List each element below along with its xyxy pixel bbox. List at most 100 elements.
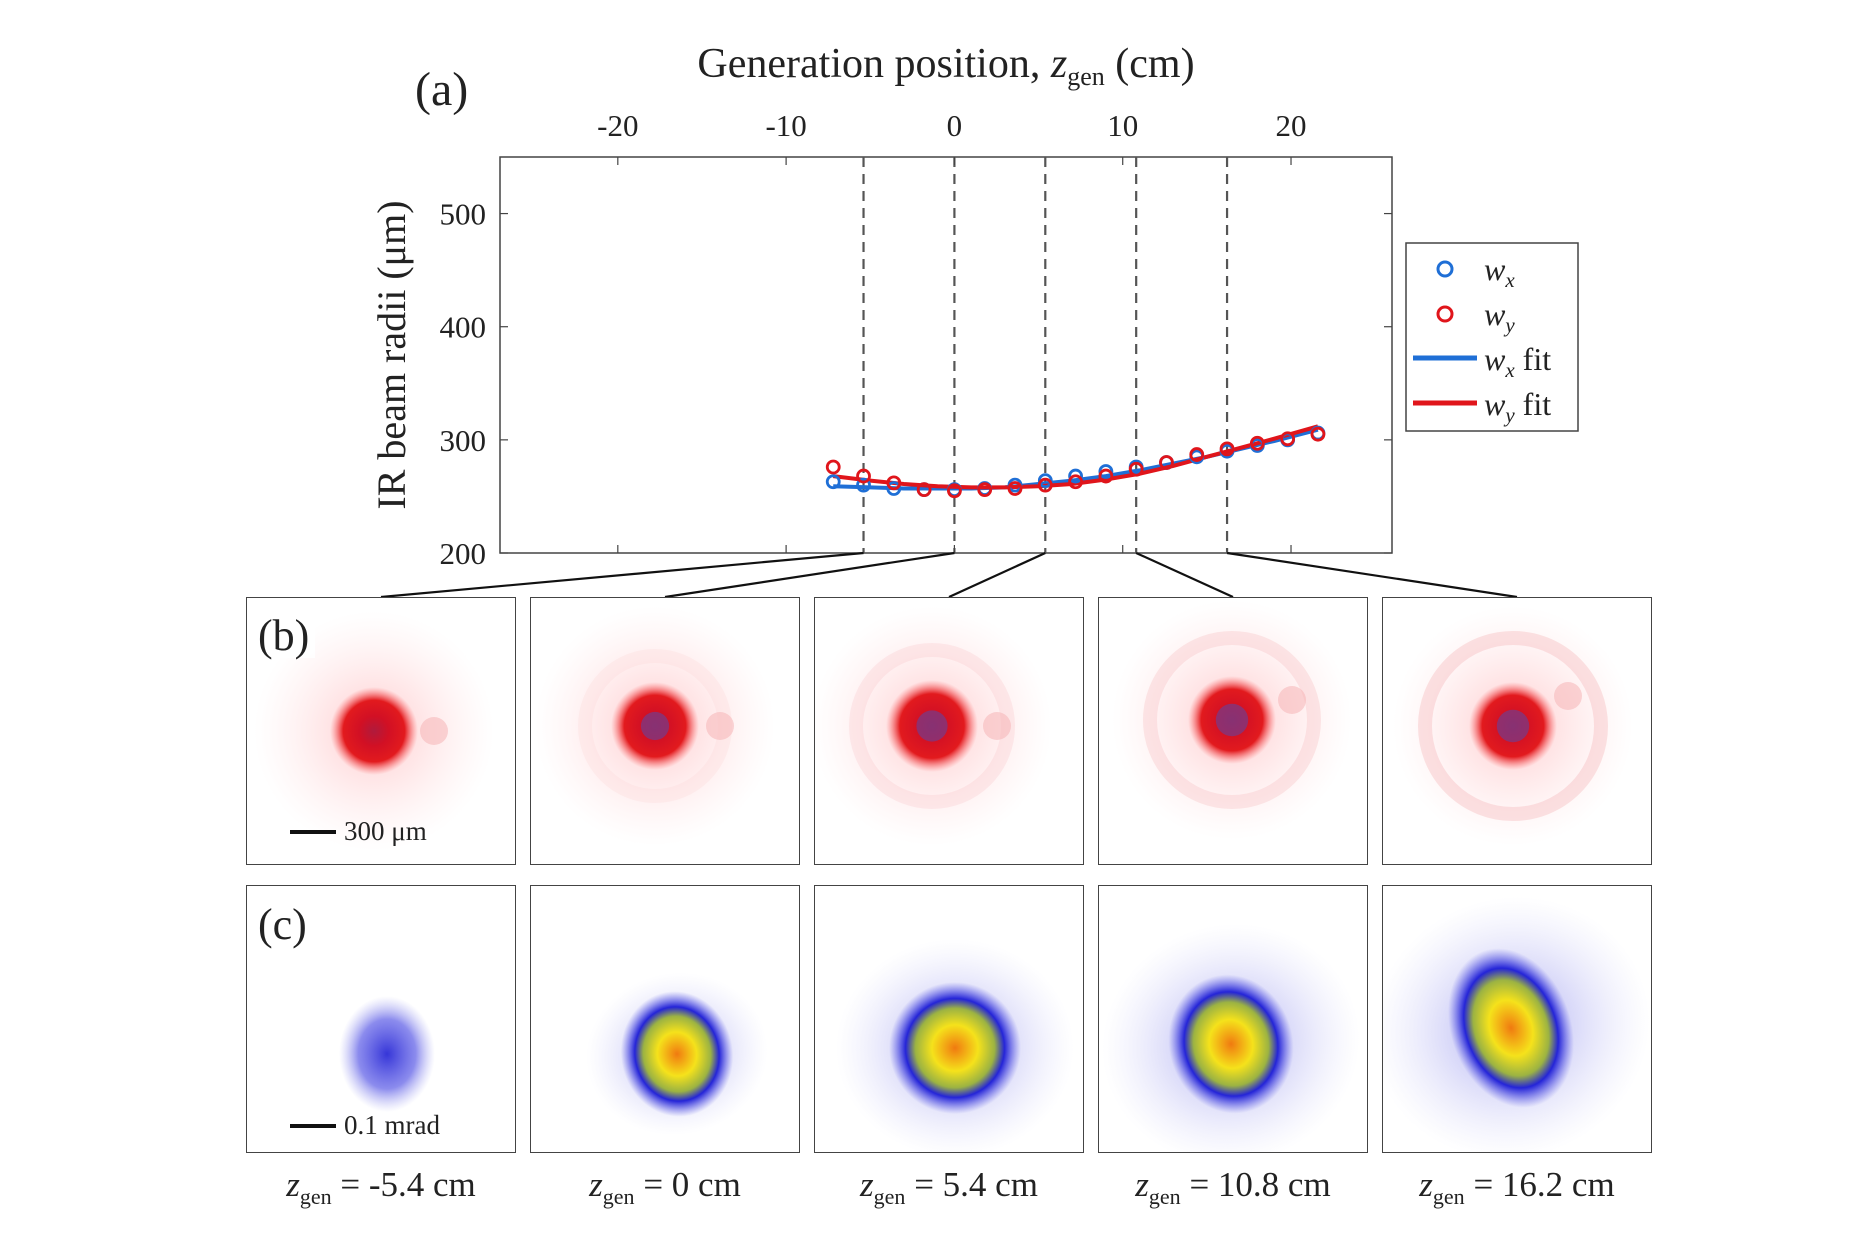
ir-beam-image (1112, 600, 1352, 840)
legend-marker-w_y (1436, 305, 1454, 323)
w_y-point (1159, 455, 1174, 470)
xuv-panel-5 (1382, 885, 1652, 1153)
legend-box (1405, 242, 1579, 432)
z-label-1-sub: gen (299, 1184, 332, 1209)
x-tick-label: 0 (947, 108, 963, 143)
w_y-point (1219, 441, 1235, 457)
w_y-point (1280, 431, 1296, 447)
legend-marker-w_x (1436, 260, 1454, 278)
scalebar-c-bar (290, 1123, 336, 1128)
ir-panel-1 (246, 597, 516, 865)
legend-label: wy (1484, 296, 1515, 337)
y-axis-title: IR beam radii (μm) (369, 200, 414, 509)
w_y-point (825, 459, 841, 475)
z-label-4-var: z (1135, 1165, 1149, 1204)
plot-area (499, 156, 1393, 554)
z-label-3-var: z (860, 1165, 874, 1204)
ir-beam-core (916, 710, 948, 742)
y-tick-label: 500 (440, 197, 487, 232)
top-axis-title-var: z (1050, 41, 1067, 87)
top-axis-title-sub: gen (1067, 62, 1105, 91)
xuv-beam-image (1102, 923, 1360, 1152)
w_y-point (916, 482, 932, 498)
z-label-2: zgen = 0 cm (530, 1165, 800, 1210)
y-tick-label: 300 (440, 423, 487, 458)
xuv-beam-spot (1448, 948, 1574, 1108)
z-label-4-text: = 10.8 cm (1180, 1165, 1331, 1204)
legend-label: wx (1484, 251, 1515, 292)
xuv-beam-spot (889, 982, 1021, 1114)
xuv-beam-image (1383, 896, 1650, 1152)
w_y-fit-line (832, 424, 1319, 490)
w_x-point (1068, 468, 1083, 484)
ir-beam-image (535, 606, 775, 846)
ir-side-lobe (706, 712, 734, 740)
w_y-point (1098, 468, 1114, 484)
legend-label: wx fit (1484, 341, 1551, 382)
xuv-beam-spot (620, 991, 734, 1117)
scalebar-b-text: 300 μm (344, 816, 427, 846)
panel-a-label: (a) (415, 63, 468, 116)
ir-panel-3 (814, 597, 1084, 865)
x-tick-label: 20 (1276, 108, 1307, 143)
ir-panel-2 (530, 597, 800, 865)
w_x-point (856, 477, 871, 493)
z-label-3: zgen = 5.4 cm (814, 1165, 1084, 1210)
z-label-1-var: z (286, 1165, 300, 1204)
x-tick-label: 10 (1107, 108, 1138, 143)
scalebar-c-text: 0.1 mrad (344, 1110, 440, 1140)
scalebar-b: 300 μm (290, 816, 427, 847)
top-axis-title: Generation position, zgen (cm) (697, 41, 1194, 91)
ir-panel-4 (1098, 597, 1368, 865)
z-label-5-text: = 16.2 cm (1464, 1165, 1615, 1204)
ir-beam-image (254, 611, 494, 851)
z-label-5-sub: gen (1432, 1184, 1465, 1209)
z-label-1-text: = -5.4 cm (331, 1165, 476, 1204)
w_x-fit-line (833, 427, 1319, 491)
scalebar-b-bar (290, 829, 336, 834)
connector-line (1135, 551, 1234, 599)
xuv-panel-3 (814, 885, 1084, 1153)
connector-line (664, 551, 955, 599)
z-label-2-sub: gen (602, 1184, 635, 1209)
ir-side-lobe (1554, 682, 1582, 710)
w_x-point (825, 474, 841, 490)
z-label-5-var: z (1419, 1165, 1433, 1204)
z-label-3-sub: gen (873, 1184, 906, 1209)
top-axis-title-unit: (cm) (1105, 41, 1195, 87)
w_x-point (1037, 473, 1053, 488)
w_y-point (1249, 435, 1265, 451)
w_y-point (1128, 461, 1144, 477)
xuv-beam-spot (339, 996, 435, 1112)
panel-b-label: (b) (252, 614, 316, 658)
ir-beam-spot (330, 687, 418, 775)
x-tick-label: -10 (765, 108, 806, 143)
xuv-panel-4 (1098, 885, 1368, 1153)
ir-ring (1143, 631, 1321, 809)
legend-label: wy fit (1484, 386, 1551, 427)
z-label-1: zgen = -5.4 cm (246, 1165, 516, 1210)
ir-beam-image (815, 606, 1052, 846)
z-label-2-var: z (589, 1165, 603, 1204)
ir-beam-image (1393, 606, 1633, 846)
x-tick-label: -20 (597, 108, 638, 143)
connector-line (948, 551, 1046, 599)
xuv-beam-image (836, 939, 1074, 1152)
xuv-beam-image (339, 996, 435, 1112)
connector-line (1226, 551, 1518, 599)
w_x-point (886, 481, 902, 496)
ir-ring (1418, 631, 1608, 821)
w_y-point (977, 482, 993, 498)
ir-side-lobe (983, 712, 1011, 740)
z-label-2-text: = 0 cm (634, 1165, 741, 1204)
w_x-point (1098, 464, 1114, 479)
ir-panel-5 (1382, 597, 1652, 865)
w_y-point (886, 475, 902, 491)
y-tick-label: 400 (440, 310, 487, 345)
z-label-4: zgen = 10.8 cm (1098, 1165, 1368, 1210)
top-axis-title-prefix: Generation position, (697, 41, 1050, 87)
xuv-panel-2 (530, 885, 800, 1153)
scalebar-c: 0.1 mrad (290, 1110, 440, 1141)
w_y-point (856, 468, 871, 484)
